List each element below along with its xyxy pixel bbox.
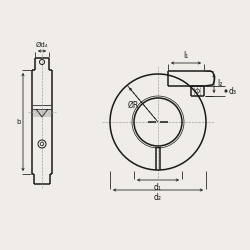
Text: d₃: d₃ xyxy=(229,86,237,96)
Text: Ød₄: Ød₄ xyxy=(36,42,48,48)
Text: l₁: l₁ xyxy=(184,51,189,60)
Text: l₂: l₂ xyxy=(217,79,222,88)
Text: b: b xyxy=(17,119,21,125)
Text: d₂: d₂ xyxy=(154,193,162,202)
Text: d₁: d₁ xyxy=(154,183,162,192)
Text: ØR: ØR xyxy=(128,101,139,110)
